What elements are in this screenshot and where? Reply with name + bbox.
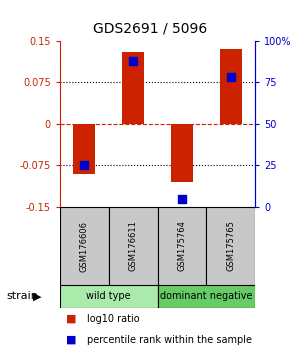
Bar bbox=[220, 49, 242, 124]
Bar bbox=[206, 207, 255, 285]
Text: ■: ■ bbox=[66, 335, 76, 345]
Text: ▶: ▶ bbox=[33, 291, 41, 302]
Point bbox=[131, 58, 136, 63]
Text: log10 ratio: log10 ratio bbox=[87, 314, 140, 324]
Bar bbox=[109, 207, 158, 285]
Bar bbox=[171, 124, 193, 182]
Text: wild type: wild type bbox=[86, 291, 131, 302]
Text: percentile rank within the sample: percentile rank within the sample bbox=[87, 335, 252, 345]
Text: GSM176606: GSM176606 bbox=[80, 221, 89, 272]
Bar bbox=[74, 124, 95, 174]
Text: GSM175765: GSM175765 bbox=[226, 221, 235, 272]
Bar bbox=[122, 52, 144, 124]
Text: dominant negative: dominant negative bbox=[160, 291, 253, 302]
Text: ■: ■ bbox=[66, 314, 76, 324]
Text: GDS2691 / 5096: GDS2691 / 5096 bbox=[93, 21, 207, 35]
Point bbox=[228, 74, 233, 80]
Text: strain: strain bbox=[6, 291, 38, 302]
Point bbox=[179, 196, 184, 201]
Bar bbox=[158, 207, 206, 285]
Text: GSM175764: GSM175764 bbox=[177, 221, 186, 272]
Text: GSM176611: GSM176611 bbox=[129, 221, 138, 272]
Bar bbox=[60, 285, 158, 308]
Bar bbox=[158, 285, 255, 308]
Point bbox=[82, 162, 87, 168]
Bar bbox=[60, 207, 109, 285]
